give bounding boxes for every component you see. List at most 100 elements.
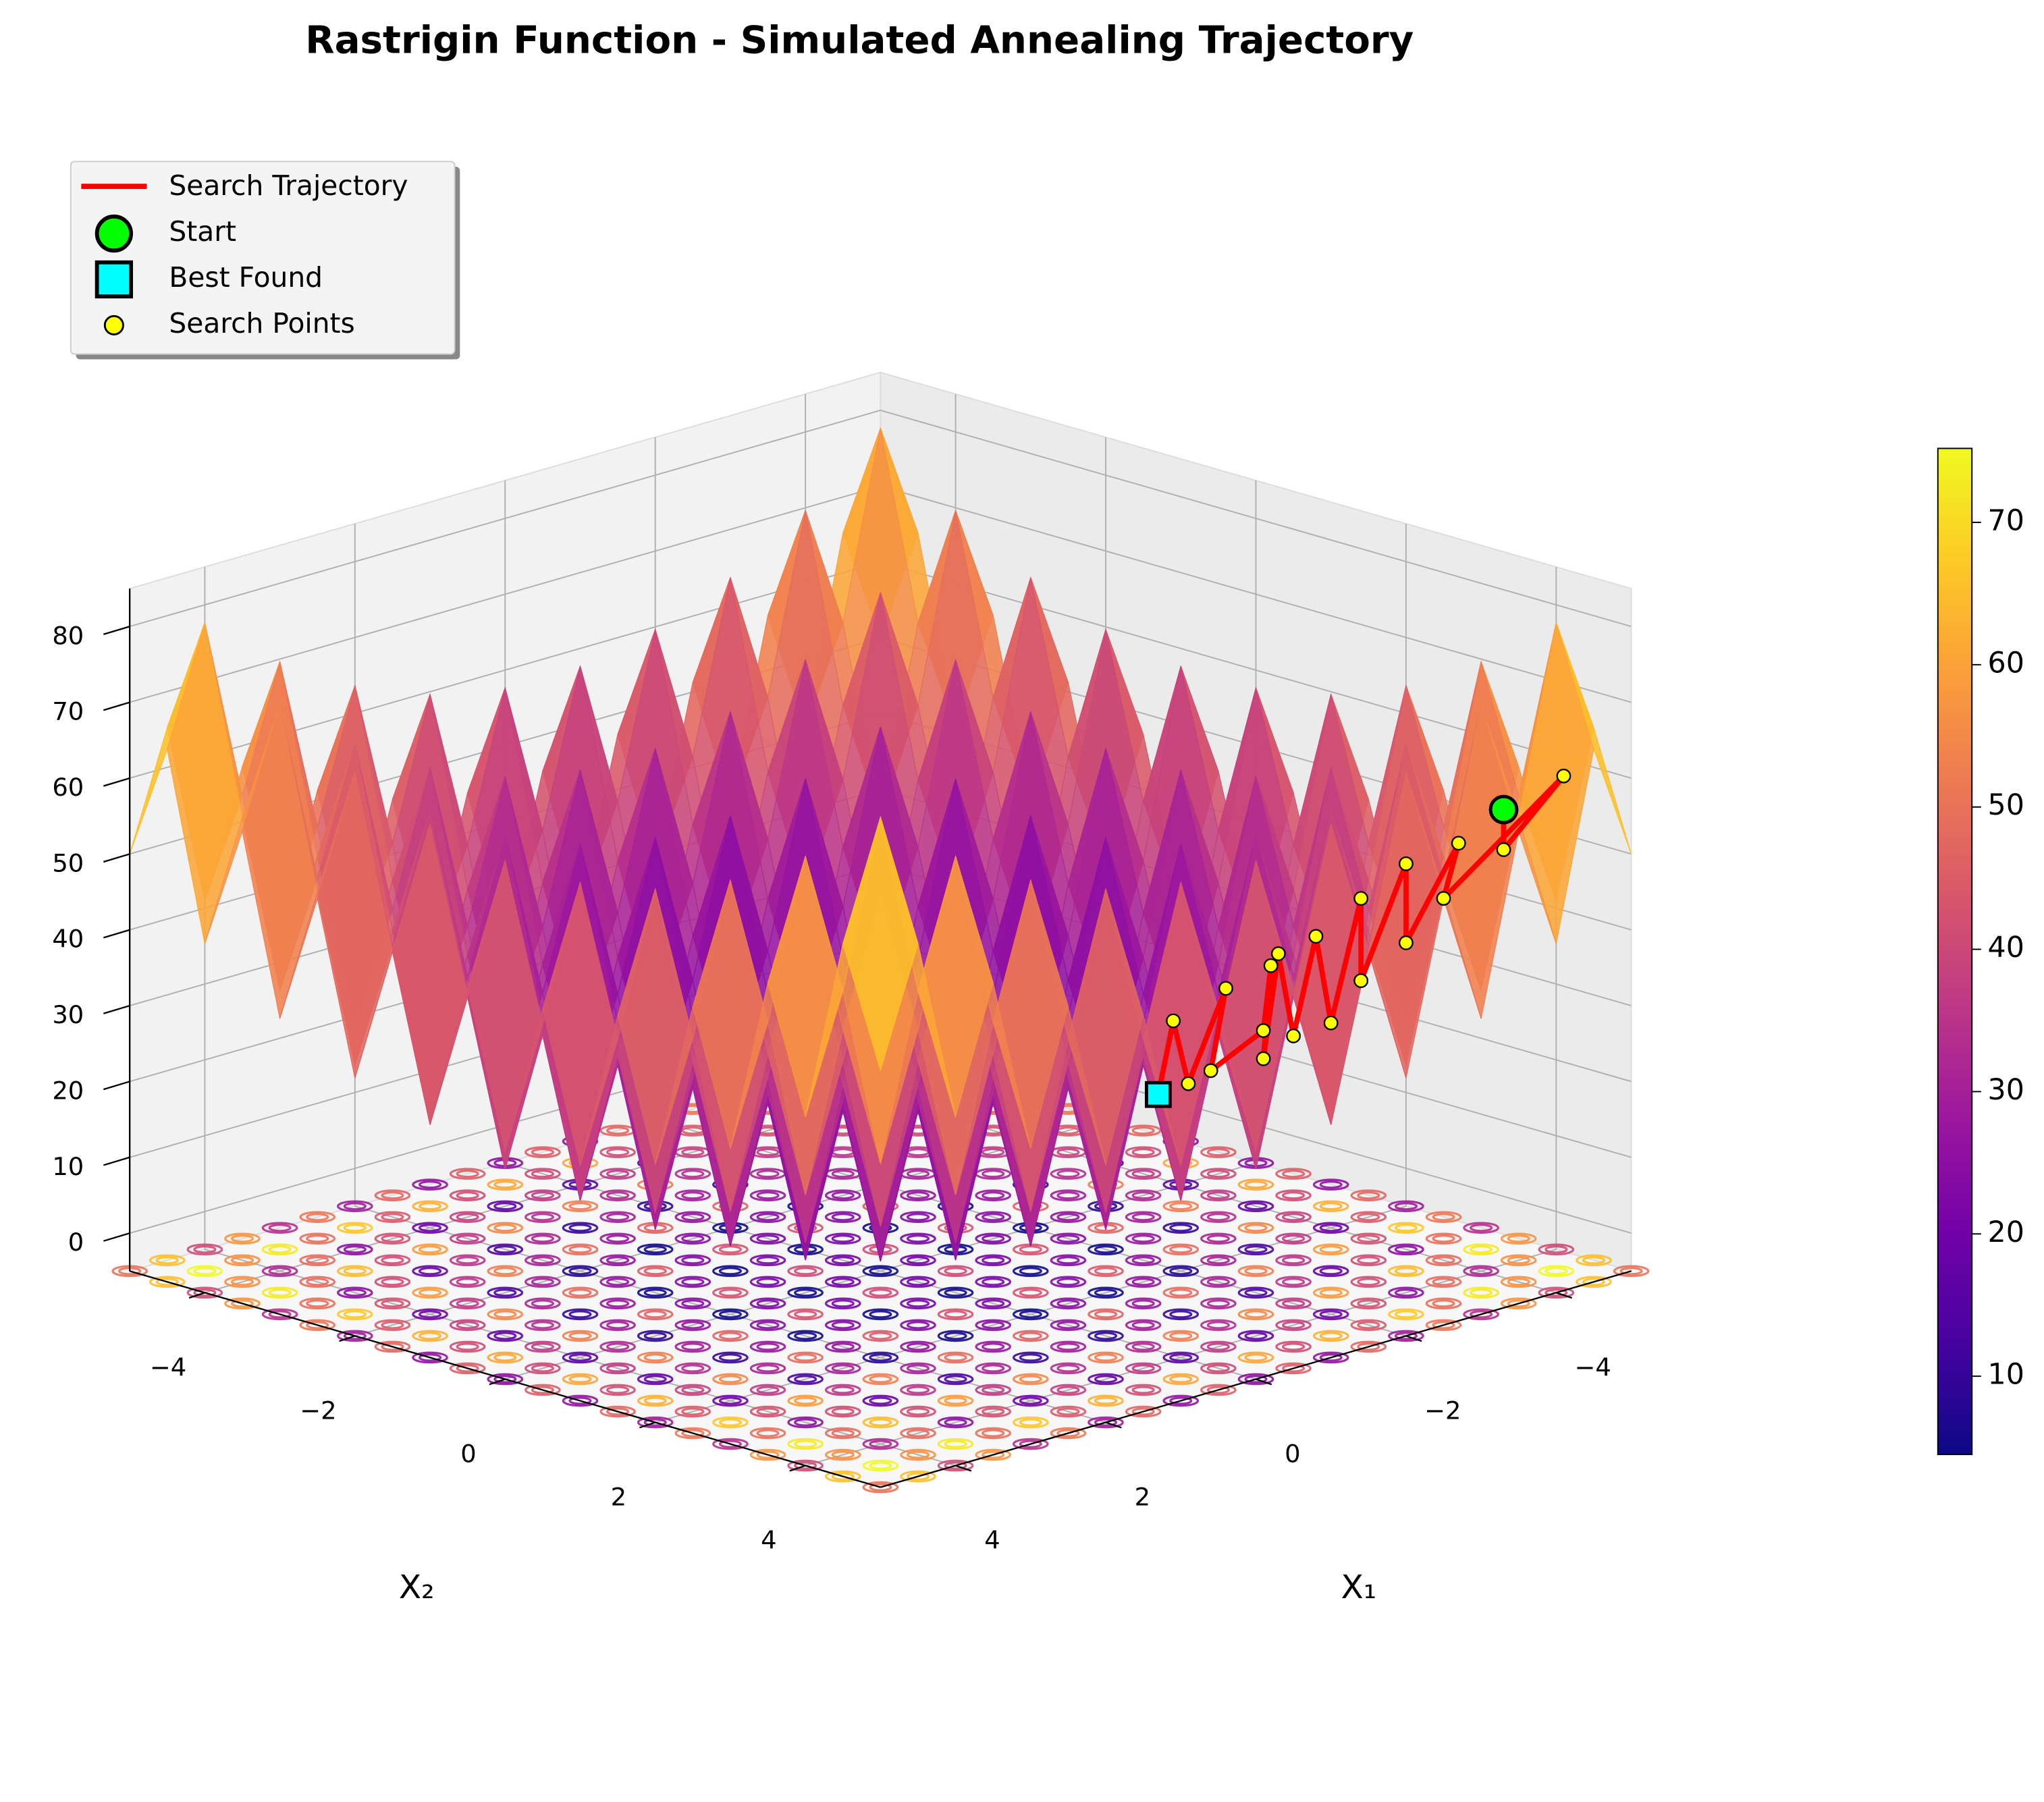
contour-ring [1162, 1265, 1200, 1278]
contour-ring [1056, 1407, 1080, 1416]
contour-ring [681, 1191, 705, 1200]
contour-ring [749, 1189, 786, 1202]
contour-ring [900, 1297, 936, 1310]
contour-ring [718, 1440, 743, 1448]
z-tick [103, 853, 130, 863]
x1-tick-label: 2 [1135, 1483, 1150, 1512]
contour-ring [749, 1384, 786, 1396]
contour-ring [787, 1265, 824, 1278]
colorbar-tick-label: 40 [1988, 931, 2024, 964]
contour-ring [674, 1211, 711, 1224]
contour-ring [718, 1267, 743, 1276]
contour-ring [975, 1297, 1011, 1310]
contour-ring [937, 1438, 974, 1450]
colorbar-tick-label: 70 [1988, 504, 2024, 538]
search-point [1436, 891, 1451, 906]
contour-ring [1357, 1278, 1380, 1286]
z-tick-label: 70 [52, 697, 84, 726]
contour-ring [562, 1394, 599, 1407]
contour-ring [1131, 1191, 1155, 1200]
contour-ring [1019, 1418, 1042, 1427]
contour-ring [1131, 1256, 1155, 1265]
contour-ring [937, 1286, 974, 1299]
contour-ring [712, 1394, 749, 1407]
contour-ring [381, 1342, 404, 1351]
contour-ring [381, 1191, 404, 1200]
contour-ring [831, 1299, 855, 1308]
contour-ring [900, 1362, 936, 1375]
contour-ring [1206, 1256, 1230, 1265]
contour-ring [1131, 1170, 1155, 1178]
contour-ring [418, 1353, 442, 1362]
contour-ring [531, 1342, 554, 1351]
colorbar-tick-label: 20 [1988, 1216, 2024, 1249]
contour-ring [1319, 1288, 1343, 1297]
legend-label: Best Found [169, 261, 323, 294]
contour-ring [1538, 1286, 1575, 1299]
contour-ring [1019, 1267, 1042, 1276]
contour-ring [1050, 1319, 1087, 1332]
contour-ring [487, 1265, 524, 1278]
contour-ring [681, 1299, 705, 1308]
contour-ring [712, 1438, 749, 1450]
contour-ring [1425, 1319, 1462, 1332]
contour-ring [525, 1362, 561, 1375]
contour-ring [606, 1191, 630, 1200]
contour-ring [975, 1276, 1011, 1288]
legend-marker [95, 260, 134, 299]
contour-ring [1019, 1375, 1042, 1384]
contour-ring [824, 1297, 861, 1310]
contour-ring [412, 1286, 448, 1299]
contour-ring [975, 1211, 1011, 1224]
contour-ring [606, 1126, 630, 1135]
contour-ring [1388, 1222, 1424, 1234]
contour-ring [1463, 1286, 1499, 1299]
contour-ring [306, 1321, 329, 1330]
z-tick-label: 50 [52, 848, 84, 877]
contour-ring [525, 1232, 561, 1245]
contour-ring [749, 1232, 786, 1245]
contour-ring [756, 1299, 780, 1308]
contour-ring [1206, 1321, 1230, 1330]
contour-ring [418, 1288, 442, 1297]
contour-ring [1056, 1429, 1080, 1438]
contour-ring [1357, 1299, 1380, 1308]
contour-ring [418, 1202, 442, 1211]
contour-ring [1244, 1288, 1268, 1297]
contour-ring [531, 1364, 554, 1373]
contour-ring [1319, 1267, 1343, 1276]
search-point [1256, 1023, 1271, 1038]
contour-ring [900, 1319, 936, 1332]
legend-label: Search Points [169, 307, 354, 339]
contour-ring [1056, 1278, 1080, 1286]
contour-ring [1425, 1276, 1462, 1288]
contour-ring [981, 1429, 1005, 1438]
contour-ring [1131, 1126, 1155, 1135]
contour-ring [1206, 1364, 1230, 1373]
legend-marker [95, 214, 134, 253]
contour-ring [1056, 1213, 1080, 1222]
contour-ring [487, 1200, 524, 1213]
search-point [1218, 981, 1233, 996]
contour-ring [1200, 1384, 1237, 1396]
colorbar-scale [1937, 447, 1973, 1456]
contour-ring [1087, 1286, 1124, 1299]
contour-ring [756, 1213, 780, 1222]
contour-ring [824, 1254, 861, 1267]
x1-tick [1405, 1335, 1422, 1342]
contour-ring [268, 1224, 292, 1232]
legend-label: Search Trajectory [169, 169, 408, 202]
contour-ring [606, 1213, 630, 1222]
contour-ring [787, 1373, 824, 1386]
contour-ring [937, 1308, 974, 1321]
contour-ring [599, 1211, 636, 1224]
contour-ring [869, 1396, 892, 1405]
search-point [1556, 768, 1571, 784]
contour-ring [562, 1243, 599, 1256]
contour-ring [1237, 1200, 1274, 1213]
contour-ring [374, 1189, 411, 1202]
contour-ring [1200, 1232, 1237, 1245]
contour-ring [487, 1330, 524, 1342]
contour-ring [937, 1330, 974, 1342]
contour-ring [1013, 1416, 1049, 1429]
